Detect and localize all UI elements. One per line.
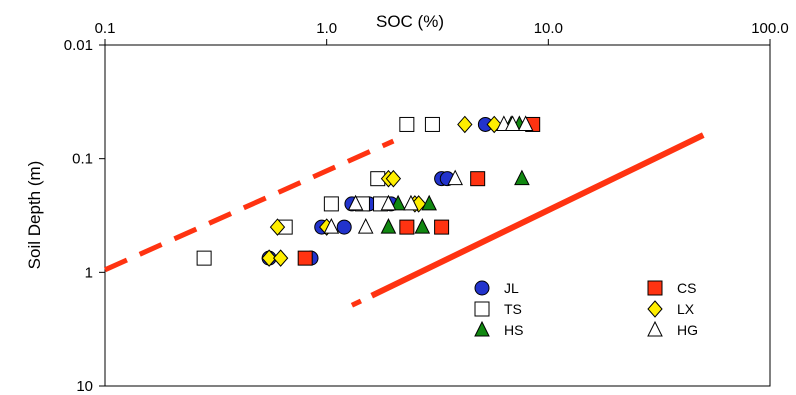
data-point-jl <box>336 219 352 235</box>
legend-label: HS <box>504 322 523 338</box>
data-point-cs <box>399 219 415 235</box>
legend-item-hg: HG <box>647 320 698 338</box>
legend-marker-ts <box>474 301 490 317</box>
data-point-hs <box>414 217 431 234</box>
legend-item-ts: TS <box>474 301 522 317</box>
data-points <box>196 115 541 267</box>
solid-reference-line <box>370 132 705 299</box>
legend-label: JL <box>504 280 519 296</box>
legend-item-jl: JL <box>474 280 519 296</box>
data-point-hg <box>380 194 397 211</box>
reference-lines <box>103 132 705 308</box>
legend-label: TS <box>504 301 522 317</box>
y-tick-label: 10 <box>76 378 93 395</box>
legend-item-lx: LX <box>647 300 695 318</box>
data-point-hg <box>323 217 340 234</box>
y-axis-title: Soil Depth (m) <box>25 161 44 270</box>
x-axis-title: SOC (%) <box>376 12 444 31</box>
legend-label: HG <box>677 322 698 338</box>
data-point-lx <box>269 218 286 236</box>
y-tick-label: 0.1 <box>72 151 93 168</box>
data-point-hs <box>514 169 530 186</box>
data-point-hg <box>504 115 521 131</box>
legend-item-cs: CS <box>647 280 696 296</box>
data-point-hs <box>421 194 437 211</box>
data-point-lx <box>457 115 473 134</box>
data-point-hg <box>403 194 419 211</box>
legend-marker-hg <box>647 320 663 337</box>
dashed-reference-line <box>103 138 395 273</box>
legend-marker-hs <box>474 320 490 337</box>
data-point-lx <box>272 249 289 267</box>
legend-marker-cs <box>647 280 663 296</box>
data-point-hg <box>517 115 534 131</box>
legend-marker-lx <box>647 300 663 318</box>
legend-label: LX <box>677 301 695 317</box>
legend-label: CS <box>677 280 696 296</box>
legend: JL TS HS CS LX HG <box>474 280 698 338</box>
data-point-hs <box>380 217 397 234</box>
y-axis: 0.01 0.1 1 10 <box>64 37 105 395</box>
x-axis: 0.1 1.0 10.0 100.0 <box>95 20 789 45</box>
data-point-hg <box>347 194 364 211</box>
y-tick-label: 1 <box>85 264 93 281</box>
data-point-ts <box>424 116 440 132</box>
data-point-ts <box>196 250 212 266</box>
x-tick-label: 0.1 <box>95 20 116 37</box>
data-point-cs <box>434 219 450 235</box>
x-tick-label: 10.0 <box>534 20 563 37</box>
data-point-hg <box>447 169 463 186</box>
x-tick-label: 100.0 <box>751 20 789 37</box>
solid-reference-line-dash <box>350 298 363 308</box>
data-point-lx <box>385 169 402 188</box>
legend-item-hs: HS <box>474 320 523 338</box>
data-point-hs <box>390 194 406 211</box>
data-point-hg <box>357 217 374 234</box>
y-tick-label: 0.01 <box>64 37 93 54</box>
data-point-ts <box>323 196 339 212</box>
data-point-ts <box>399 116 415 132</box>
x-tick-label: 1.0 <box>316 20 337 37</box>
plot-area <box>104 44 771 387</box>
data-point-cs <box>297 250 313 266</box>
data-point-cs <box>470 171 486 187</box>
legend-marker-jl <box>474 280 490 296</box>
data-point-lx <box>261 249 277 267</box>
